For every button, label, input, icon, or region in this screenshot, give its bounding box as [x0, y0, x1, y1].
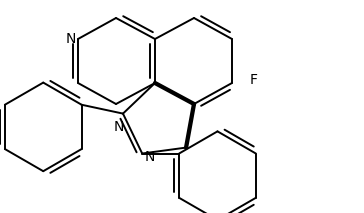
- Text: N: N: [145, 150, 155, 164]
- Text: N: N: [114, 120, 124, 134]
- Text: F: F: [250, 73, 258, 87]
- Text: N: N: [66, 32, 76, 46]
